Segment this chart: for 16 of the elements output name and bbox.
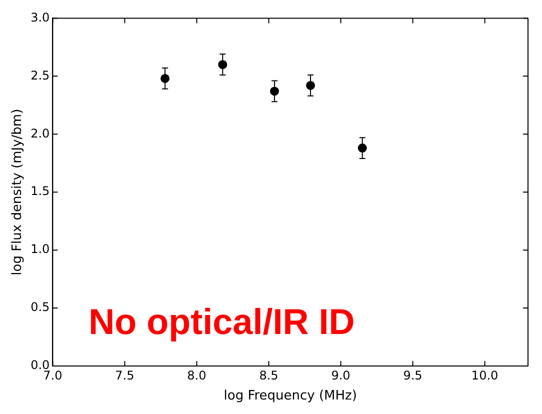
- x-tick-label: 9.5: [403, 368, 422, 382]
- y-tick-label: 1.0: [30, 242, 50, 256]
- x-tick-label: 7.5: [115, 368, 134, 382]
- y-tick-label: 0.5: [30, 300, 50, 314]
- x-tick-label: 8.5: [259, 368, 278, 382]
- x-tick-label: 9.0: [331, 368, 350, 382]
- x-axis-title: log Frequency (MHz): [224, 388, 357, 404]
- annotation: No optical/IR ID: [88, 301, 355, 342]
- y-tick-label: 2.0: [30, 126, 50, 140]
- x-tick-label: 7.0: [43, 368, 62, 382]
- x-tick-label: 8.0: [187, 368, 206, 382]
- y-axis-title: log Flux density (mJy/bm): [10, 108, 26, 276]
- x-tick-label: 10.0: [471, 368, 498, 382]
- y-tick-label: 1.5: [30, 184, 50, 198]
- y-tick-label: 2.5: [30, 68, 50, 82]
- y-tick-label: 3.0: [30, 10, 50, 24]
